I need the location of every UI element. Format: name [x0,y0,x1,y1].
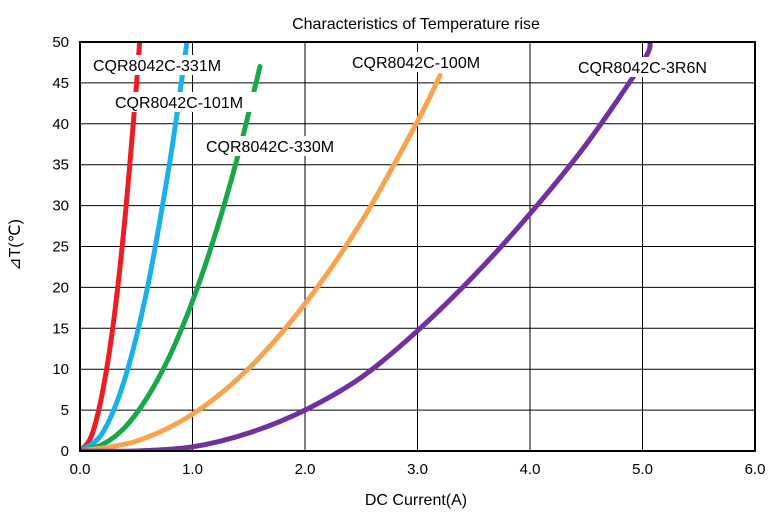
x-tick-label: 6.0 [745,461,766,478]
series-label-bg-100m [345,52,505,72]
x-tick-label: 2.0 [295,461,316,478]
series-line-4 [80,42,653,451]
y-tick-label: 45 [52,75,69,92]
series-label-bg-3r6n [572,57,740,77]
y-tick-label: 0 [61,443,69,460]
x-tick-label: 1.0 [182,461,203,478]
series-label-bg-331m [86,55,246,75]
x-tick-label: 3.0 [407,461,428,478]
series-label-100m: CQR8042C-100M [352,55,480,72]
series-label-bg-101m [108,92,274,112]
y-tick-label: 40 [52,116,69,133]
series-label-3r6n: CQR8042C-3R6N [578,60,707,77]
series-label-331m: CQR8042C-331M [93,58,221,75]
series-lines [80,42,653,451]
x-tick-label: 0.0 [70,461,91,478]
series-label-330m: CQR8042C-330M [206,139,334,156]
y-tick-label: 50 [52,34,69,51]
series-line-2 [80,64,263,451]
chart-title: Characteristics of Temperature rise [292,16,540,33]
y-tick-labels: 0 5 10 15 20 25 30 35 40 45 50 [52,34,69,460]
y-axis-label: ⊿T(℃) [7,219,24,271]
series-line-3 [80,73,443,451]
series-labels: CQR8042C-331M CQR8042C-101M CQR8042C-330… [86,52,740,156]
x-axis-label: DC Current(A) [365,492,467,509]
x-tick-label: 4.0 [520,461,541,478]
y-tick-label: 10 [52,361,69,378]
series-line-0 [80,42,143,451]
series-label-101m: CQR8042C-101M [115,95,243,112]
y-tick-label: 20 [52,279,69,296]
x-tick-label: 5.0 [632,461,653,478]
series-label-bg-330m [199,136,365,156]
x-tick-labels: 0.0 1.0 2.0 3.0 4.0 5.0 6.0 [70,461,766,478]
plot-frame [79,41,756,452]
y-tick-label: 5 [61,402,69,419]
y-tick-label: 30 [52,198,69,215]
y-tick-label: 15 [52,320,69,337]
y-tick-label: 35 [52,157,69,174]
series-line-1 [80,42,190,451]
y-tick-label: 25 [52,239,69,256]
